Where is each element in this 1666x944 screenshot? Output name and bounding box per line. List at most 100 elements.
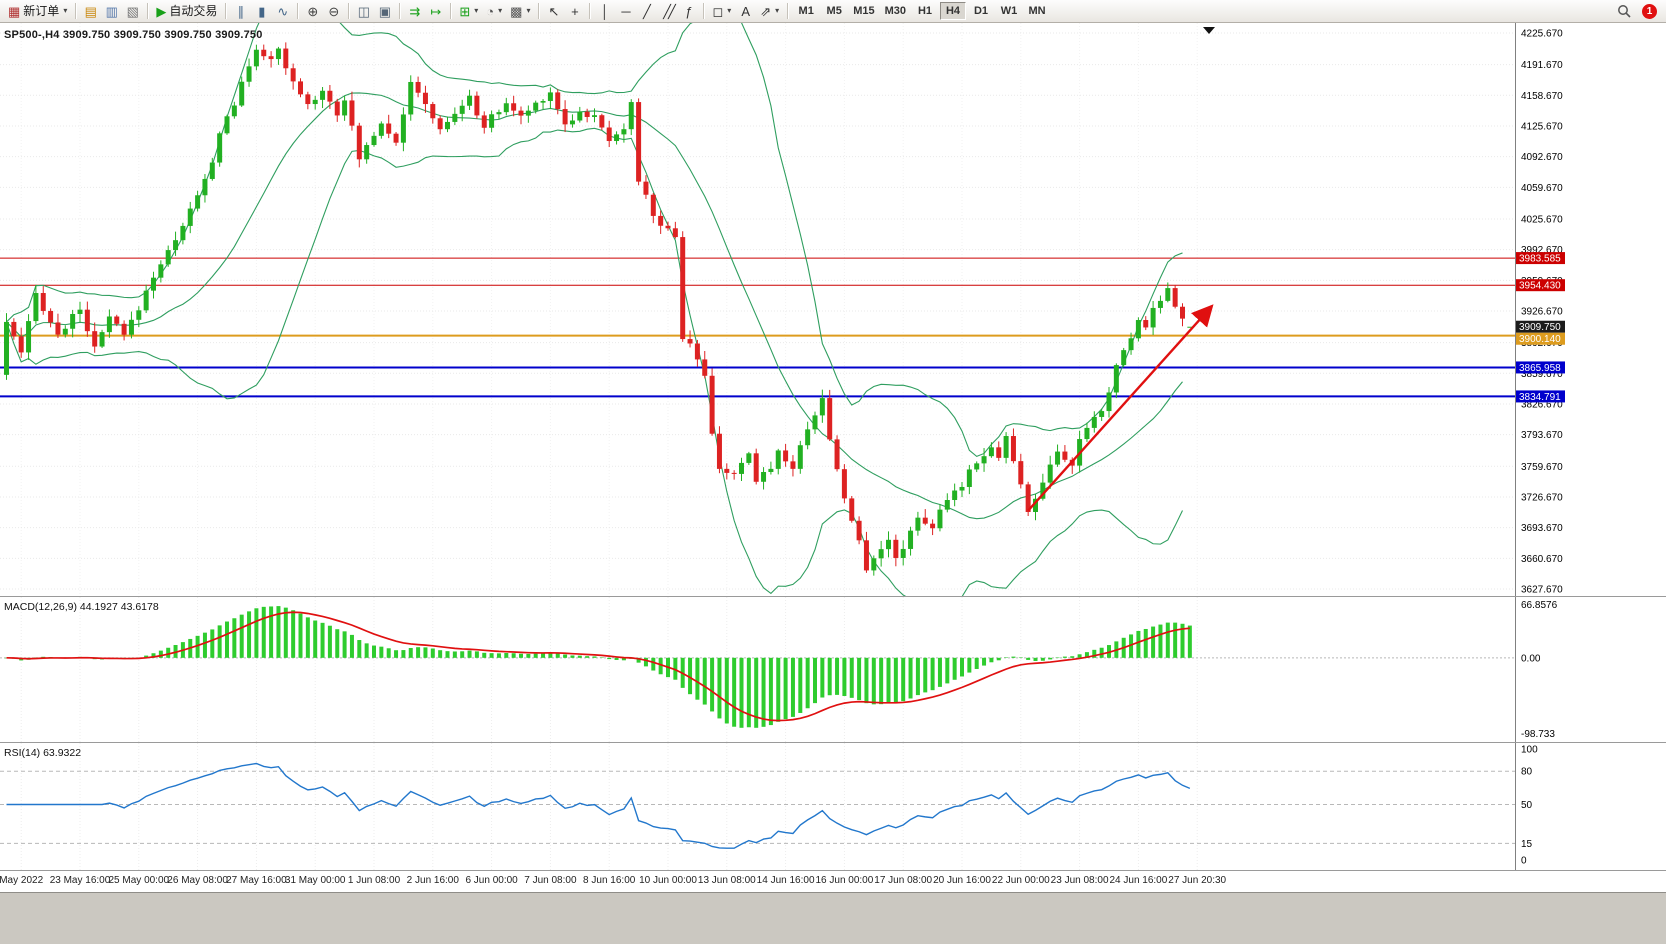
templates-icon-button[interactable]: ▩ ▾ — [506, 1, 534, 21]
svg-text:3660.670: 3660.670 — [1521, 554, 1563, 565]
channel-icon-glyph: ╱╱ — [663, 3, 676, 19]
rsi-level-lines — [0, 770, 1515, 844]
timeframe-button-m15[interactable]: M15 — [853, 5, 875, 17]
shapes-icon-glyph: ◻ — [712, 3, 724, 19]
cascade-windows-icon-button[interactable]: ▣ — [374, 1, 395, 21]
trendline-icon-glyph: ╱ — [643, 3, 651, 19]
dropdown-caret-icon: ▾ — [526, 6, 531, 15]
macd-panel[interactable]: 66.8576 0.00 -98.733 MACD(12,26,9) 44.1927… — [0, 596, 1666, 742]
timeframe-button-m30[interactable]: M30 — [884, 5, 906, 17]
bollinger-lower-band — [5, 127, 1183, 596]
toolbar-separator — [225, 3, 227, 19]
horizontal-line-icon-button[interactable]: ─ — [615, 1, 636, 21]
svg-text:3954.430: 3954.430 — [1519, 281, 1561, 292]
macd-indicator-label: MACD(12,26,9) 44.1927 43.6178 — [4, 601, 159, 613]
timeframe-button-w1[interactable]: W1 — [1000, 5, 1018, 17]
toolbar-separator — [450, 3, 452, 19]
toolbar-separator — [399, 3, 401, 19]
indicators-icon-button[interactable]: ⊞ ▾ — [455, 1, 482, 21]
svg-text:50: 50 — [1521, 800, 1533, 811]
data-window-icon-glyph: ▥ — [105, 3, 118, 19]
channel-icon-button[interactable]: ╱╱ — [657, 1, 678, 21]
auto-trading-button-label: 自动交易 — [169, 4, 218, 18]
timeframe-button-m5[interactable]: M5 — [826, 5, 842, 17]
timeframe-button-h1[interactable]: H1 — [917, 5, 933, 17]
macd-chart[interactable]: 66.8576 0.00 -98.733 — [0, 597, 1666, 742]
toolbar-separator — [297, 3, 299, 19]
rsi-panel[interactable]: 100 80 50 15 0 RSI(14) 63.9322 — [0, 742, 1666, 870]
crosshair-icon-button[interactable]: + — [564, 1, 585, 21]
timeframe-button-d1[interactable]: D1 — [973, 5, 989, 17]
svg-text:4025.670: 4025.670 — [1521, 214, 1563, 225]
level-price-badge — [1516, 390, 1565, 403]
line-chart-icon-button[interactable]: ∿ — [272, 1, 293, 21]
time-label: 25 May 00:00 — [108, 875, 170, 886]
chart-shift-icon-button[interactable]: ↦ — [425, 1, 446, 21]
main-chart-panel[interactable]: 4225.670 4191.670 4158.670 4125.670 4092.670… — [0, 23, 1666, 596]
text-icon-button[interactable]: A — [735, 1, 756, 21]
cursor-icon-button[interactable]: ↖ — [543, 1, 564, 21]
vertical-line-icon-glyph: │ — [600, 3, 610, 19]
svg-text:80: 80 — [1521, 767, 1533, 778]
fibonacci-icon-button[interactable]: ƒ — [678, 1, 699, 21]
zoom-out-icon-button[interactable]: ⊖ — [323, 1, 344, 21]
auto-scroll-icon-button[interactable]: ⇉ — [404, 1, 425, 21]
time-axis[interactable]: May 2022 23 May 16:00 25 May 00:00 26 May 0… — [0, 870, 1666, 892]
rsi-chart[interactable]: 100 80 50 15 0 — [0, 743, 1666, 870]
new-order-glyph: ▦ — [8, 3, 21, 19]
horizontal-gridlines — [0, 32, 1515, 590]
search-button[interactable] — [1613, 1, 1635, 21]
candles — [4, 42, 1193, 576]
level-price-badge — [1516, 361, 1565, 374]
notification-badge[interactable]: 1 — [1642, 3, 1657, 19]
time-label: 22 Jun 00:00 — [991, 875, 1050, 886]
svg-text:4191.670: 4191.670 — [1521, 60, 1563, 71]
chart-shift-icon-glyph: ↦ — [430, 3, 442, 19]
trend-arrow-annotation[interactable] — [1027, 304, 1214, 512]
time-label: 10 Jun 00:00 — [639, 875, 697, 886]
svg-text:4092.670: 4092.670 — [1521, 152, 1563, 163]
market-watch-icon-glyph: ▤ — [84, 3, 97, 19]
horizontal-level-lines[interactable] — [0, 257, 1515, 398]
symbol-ohlc-label: SP500-,H4 3909.750 3909.750 3909.750 390… — [4, 29, 263, 41]
rsi-axis-labels: 100 80 50 15 0 — [1521, 745, 1538, 867]
arrows-icon-button[interactable]: ⇗ ▾ — [756, 1, 783, 21]
data-window-icon-button[interactable]: ▥ — [101, 1, 122, 21]
rsi-vertical-gridlines — [20, 743, 1198, 870]
tile-windows-icon-button[interactable]: ◫ — [353, 1, 374, 21]
price-chart[interactable]: 4225.670 4191.670 4158.670 4125.670 4092.670… — [0, 23, 1666, 596]
cursor-icon-glyph: ↖ — [548, 3, 560, 19]
new-order-button[interactable]: ▦ 新订单 ▾ — [4, 1, 71, 21]
time-label: 23 May 16:00 — [49, 875, 111, 886]
zoom-in-icon-button[interactable]: ⊕ — [302, 1, 323, 21]
bar-chart-icon-button[interactable]: ∥ — [230, 1, 251, 21]
vertical-line-icon-button[interactable]: │ — [594, 1, 615, 21]
svg-text:0.00: 0.00 — [1521, 653, 1541, 664]
auto-trading-button[interactable]: ▶ 自动交易 — [152, 1, 221, 21]
dropdown-caret-icon: ▾ — [63, 6, 68, 15]
time-label: 27 May 16:00 — [226, 875, 287, 886]
svg-text:3726.670: 3726.670 — [1521, 492, 1563, 503]
timeframe-button-m1[interactable]: M1 — [798, 5, 814, 17]
market-watch-icon-button[interactable]: ▤ — [80, 1, 101, 21]
svg-text:3992.670: 3992.670 — [1521, 245, 1563, 256]
trendline-icon-button[interactable]: ╱ — [636, 1, 657, 21]
templates-icon-glyph: ▩ — [510, 3, 523, 19]
svg-text:3627.670: 3627.670 — [1521, 585, 1563, 596]
timeframe-button-h4[interactable]: H4 — [940, 2, 966, 20]
level-price-badge — [1516, 279, 1565, 292]
shapes-icon-button[interactable]: ◻ ▾ — [708, 1, 735, 21]
navigator-icon-button[interactable]: ▧ — [122, 1, 143, 21]
timeframe-button-mn[interactable]: MN — [1028, 5, 1046, 17]
cascade-windows-icon-glyph: ▣ — [378, 3, 391, 19]
chart-shift-marker[interactable] — [1203, 27, 1215, 34]
auto-scroll-icon-glyph: ⇉ — [409, 3, 421, 19]
time-label: 1 Jun 08:00 — [347, 875, 401, 886]
svg-text:-98.733: -98.733 — [1521, 729, 1555, 740]
candlestick-chart-icon-button[interactable]: ▮ — [251, 1, 272, 21]
zoom-out-icon-glyph: ⊖ — [328, 3, 340, 19]
svg-text:3926.670: 3926.670 — [1521, 307, 1563, 318]
time-label: May 2022 — [0, 875, 44, 886]
time-label: 16 Jun 00:00 — [815, 875, 874, 886]
periods-icon-button[interactable]: ◔ ▾ — [482, 1, 506, 21]
